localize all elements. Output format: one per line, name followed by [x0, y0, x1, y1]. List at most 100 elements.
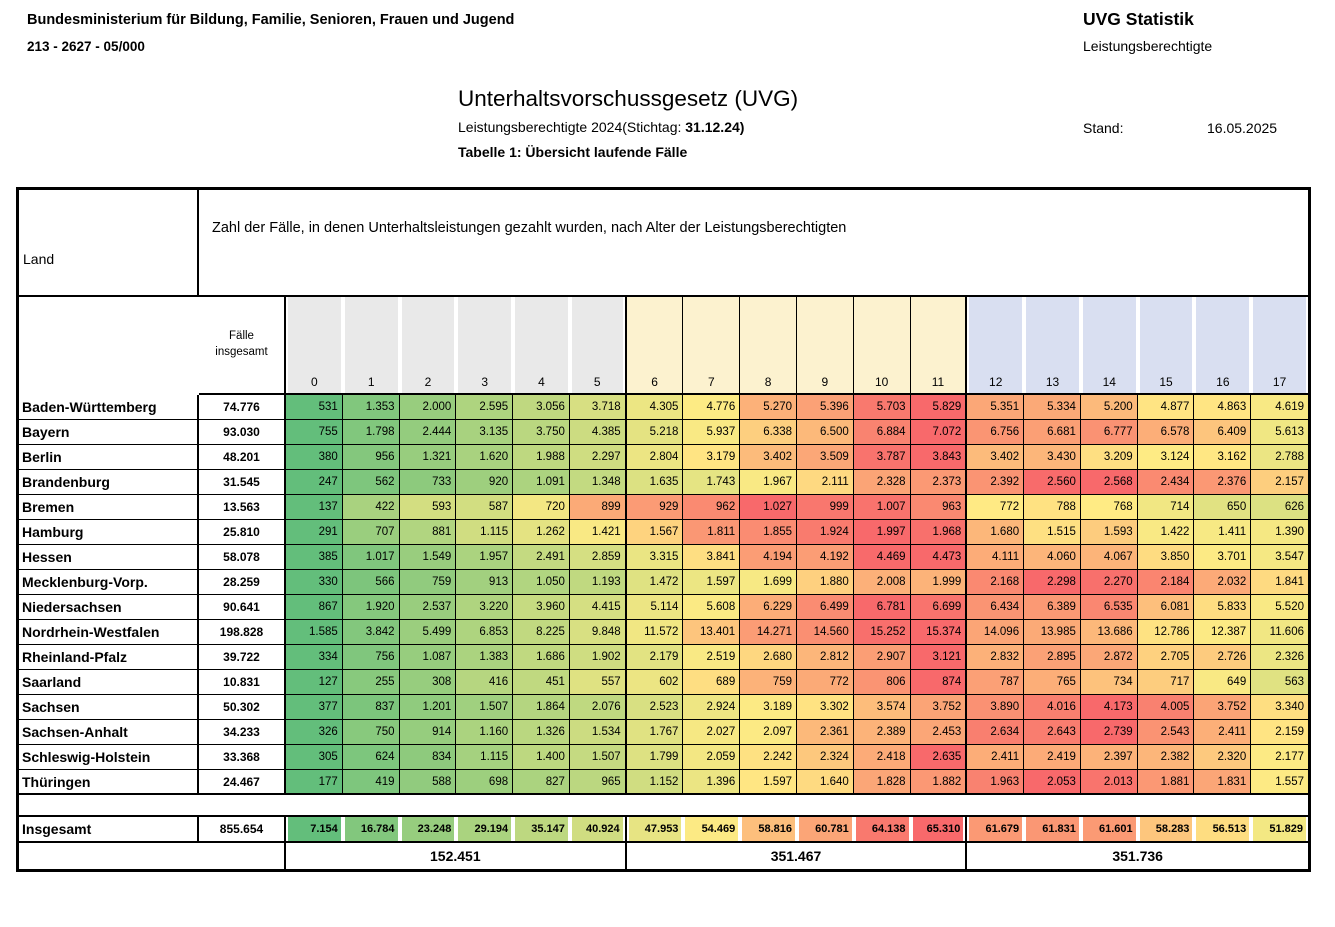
sum-row-label: Insgesamt	[19, 817, 199, 843]
land-label: Hamburg	[19, 520, 199, 545]
age-column-header: 16	[1194, 297, 1252, 395]
data-cell: 531	[286, 395, 343, 420]
data-cell: 756	[342, 645, 400, 670]
stichtag-date: 31.12.24)	[685, 119, 745, 135]
data-cell: 2.859	[569, 545, 627, 570]
faelle-total: 48.201	[199, 445, 286, 470]
sum-cell: 54.469	[683, 817, 741, 843]
data-cell: 768	[1080, 495, 1138, 520]
data-cell: 1.963	[967, 770, 1025, 795]
table-description: Zahl der Fälle, in denen Unterhaltsleist…	[199, 190, 1308, 297]
faelle-total: 28.259	[199, 570, 286, 595]
data-cell: 1.811	[683, 520, 741, 545]
data-cell: 255	[342, 670, 400, 695]
data-cell: 3.787	[853, 445, 911, 470]
data-cell: 3.547	[1251, 545, 1308, 570]
data-cell: 3.843	[910, 445, 968, 470]
data-cell: 6.434	[967, 595, 1025, 620]
data-cell: 1.472	[626, 570, 684, 595]
data-cell: 4.877	[1137, 395, 1195, 420]
data-cell: 3.718	[569, 395, 627, 420]
data-cell: 962	[683, 495, 741, 520]
data-cell: 2.560	[1024, 470, 1081, 495]
data-cell: 3.056	[513, 395, 570, 420]
data-cell: 5.270	[740, 395, 797, 420]
data-cell: 2.324	[797, 745, 854, 770]
data-cell: 913	[456, 570, 514, 595]
data-cell: 650	[1194, 495, 1252, 520]
sum-cell: 61.831	[1024, 817, 1081, 843]
data-cell: 624	[342, 745, 400, 770]
data-cell: 2.328	[853, 470, 911, 495]
data-cell: 563	[1251, 670, 1308, 695]
data-cell: 1.160	[456, 720, 514, 745]
data-cell: 1.593	[1080, 520, 1138, 545]
data-cell: 588	[399, 770, 457, 795]
data-cell: 717	[1137, 670, 1195, 695]
data-cell: 2.242	[740, 745, 797, 770]
spacer-row	[19, 795, 1308, 817]
data-cell: 759	[740, 670, 797, 695]
sum-cell-value: 16.784	[344, 817, 398, 841]
data-cell: 2.635	[910, 745, 968, 770]
sum-cell-value: 7.154	[288, 817, 341, 841]
data-cell: 806	[853, 670, 911, 695]
data-cell: 4.385	[569, 420, 627, 445]
data-cell: 1.828	[853, 770, 911, 795]
data-cell: 733	[399, 470, 457, 495]
data-cell: 14.560	[797, 620, 854, 645]
age-label: 7	[707, 375, 715, 389]
group-total: 152.451	[286, 843, 627, 869]
data-cell: 5.218	[626, 420, 684, 445]
faelle-total: 34.233	[199, 720, 286, 745]
sum-cell: 35.147	[513, 817, 570, 843]
data-cell: 177	[286, 770, 343, 795]
data-cell: 3.841	[683, 545, 741, 570]
age-label: 0	[311, 375, 318, 389]
sum-cell: 60.781	[797, 817, 854, 843]
sum-cell: 65.310	[910, 817, 968, 843]
data-cell: 5.613	[1251, 420, 1308, 445]
stand-label: Stand:	[1083, 120, 1124, 136]
uvg-statistik-heading: UVG Statistik	[1083, 9, 1194, 29]
data-cell: 914	[399, 720, 457, 745]
age-label: 17	[1272, 375, 1287, 389]
data-cell: 1.507	[456, 695, 514, 720]
data-cell: 380	[286, 445, 343, 470]
data-cell: 1.050	[513, 570, 570, 595]
age-label: 3	[481, 375, 489, 389]
data-cell: 2.907	[853, 645, 911, 670]
data-cell: 2.411	[967, 745, 1025, 770]
data-cell: 291	[286, 520, 343, 545]
data-cell: 867	[286, 595, 343, 620]
data-cell: 1.515	[1024, 520, 1081, 545]
data-cell: 1.400	[513, 745, 570, 770]
data-cell: 334	[286, 645, 343, 670]
data-cell: 626	[1251, 495, 1308, 520]
data-cell: 5.351	[967, 395, 1025, 420]
data-cell: 3.752	[1194, 695, 1252, 720]
data-cell: 5.829	[910, 395, 968, 420]
data-cell: 4.305	[626, 395, 684, 420]
data-cell: 422	[342, 495, 400, 520]
data-cell: 3.315	[626, 545, 684, 570]
data-cell: 2.111	[797, 470, 854, 495]
land-label: Berlin	[19, 445, 199, 470]
data-cell: 2.680	[740, 645, 797, 670]
data-cell: 2.184	[1137, 570, 1195, 595]
land-label: Bremen	[19, 495, 199, 520]
data-cell: 1.880	[797, 570, 854, 595]
data-cell: 714	[1137, 495, 1195, 520]
faelle-total: 25.810	[199, 520, 286, 545]
faelle-total: 93.030	[199, 420, 286, 445]
age-column-header: 17	[1251, 297, 1308, 395]
data-cell: 755	[286, 420, 343, 445]
data-cell: 4.863	[1194, 395, 1252, 420]
land-label: Schleswig-Holstein	[19, 745, 199, 770]
data-cell: 4.776	[683, 395, 741, 420]
age-column-header: 8	[740, 297, 797, 395]
sum-cell-value: 56.513	[1196, 817, 1250, 841]
data-cell: 999	[797, 495, 854, 520]
data-cell: 2.361	[797, 720, 854, 745]
data-cell: 2.076	[569, 695, 627, 720]
